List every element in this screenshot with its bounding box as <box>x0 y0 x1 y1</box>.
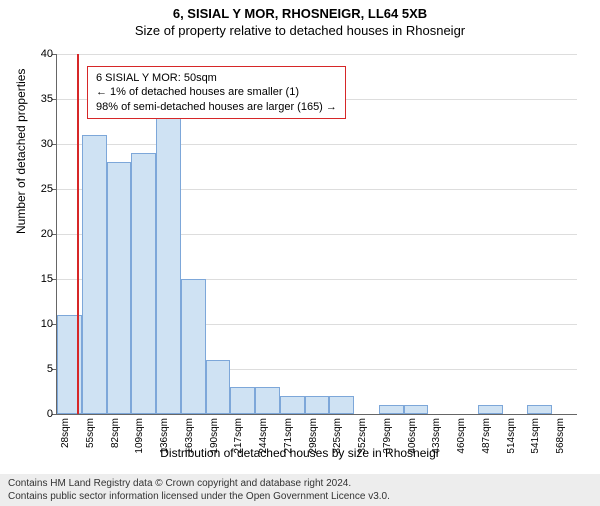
y-tick-label: 15 <box>27 273 53 285</box>
x-tick-label: 244sqm <box>258 418 269 468</box>
histogram-bar <box>107 162 132 414</box>
histogram-bar <box>131 153 156 414</box>
chart-plot-area: 051015202530354028sqm55sqm82sqm109sqm136… <box>56 54 577 415</box>
histogram-bar <box>255 387 280 414</box>
x-tick-label: 460sqm <box>456 418 467 468</box>
x-tick-label: 163sqm <box>184 418 195 468</box>
histogram-bar <box>329 396 354 414</box>
y-tick-label: 35 <box>27 93 53 105</box>
x-tick-label: 352sqm <box>357 418 368 468</box>
histogram-bar <box>379 405 404 414</box>
x-tick-label: 55sqm <box>85 418 96 468</box>
x-tick-label: 28sqm <box>60 418 71 468</box>
x-tick-label: 541sqm <box>530 418 541 468</box>
x-tick-label: 82sqm <box>110 418 121 468</box>
x-tick-label: 190sqm <box>209 418 220 468</box>
x-tick-label: 271sqm <box>283 418 294 468</box>
histogram-bar <box>82 135 107 414</box>
marker-line <box>77 54 79 414</box>
chart-subtitle: Size of property relative to detached ho… <box>0 23 600 38</box>
x-axis-label: Distribution of detached houses by size … <box>0 446 600 460</box>
histogram-bar <box>181 279 206 414</box>
footer-line2: Contains public sector information licen… <box>8 490 592 503</box>
x-tick-label: 487sqm <box>481 418 492 468</box>
histogram-bar <box>404 405 429 414</box>
chart-title: 6, SISIAL Y MOR, RHOSNEIGR, LL64 5XB <box>0 6 600 21</box>
x-tick-label: 568sqm <box>555 418 566 468</box>
y-tick-label: 0 <box>27 408 53 420</box>
x-tick-label: 136sqm <box>159 418 170 468</box>
info-box-line2: ← 1% of detached houses are smaller (1) <box>96 85 337 99</box>
x-tick-label: 325sqm <box>332 418 343 468</box>
footer-attribution: Contains HM Land Registry data © Crown c… <box>0 474 600 506</box>
info-box-line3: 98% of semi-detached houses are larger (… <box>96 100 337 114</box>
grid-line <box>57 54 577 55</box>
histogram-bar <box>156 117 181 414</box>
histogram-bar <box>280 396 305 414</box>
x-tick-label: 406sqm <box>407 418 418 468</box>
y-tick-label: 5 <box>27 363 53 375</box>
histogram-bar <box>527 405 552 414</box>
x-tick-label: 298sqm <box>308 418 319 468</box>
x-tick-label: 514sqm <box>506 418 517 468</box>
y-tick-label: 25 <box>27 183 53 195</box>
y-tick-label: 30 <box>27 138 53 150</box>
histogram-bar <box>478 405 503 414</box>
y-tick-label: 10 <box>27 318 53 330</box>
x-tick-label: 379sqm <box>382 418 393 468</box>
grid-line <box>57 144 577 145</box>
y-axis-label: Number of detached properties <box>14 69 28 234</box>
y-tick-label: 20 <box>27 228 53 240</box>
y-tick-label: 40 <box>27 48 53 60</box>
x-tick-label: 433sqm <box>431 418 442 468</box>
histogram-bar <box>206 360 231 414</box>
x-tick-label: 109sqm <box>134 418 145 468</box>
histogram-bar <box>230 387 255 414</box>
histogram-bar <box>305 396 330 414</box>
marker-info-box: 6 SISIAL Y MOR: 50sqm ← 1% of detached h… <box>87 66 346 119</box>
x-tick-label: 217sqm <box>233 418 244 468</box>
info-box-line1: 6 SISIAL Y MOR: 50sqm <box>96 71 337 85</box>
footer-line1: Contains HM Land Registry data © Crown c… <box>8 477 592 490</box>
